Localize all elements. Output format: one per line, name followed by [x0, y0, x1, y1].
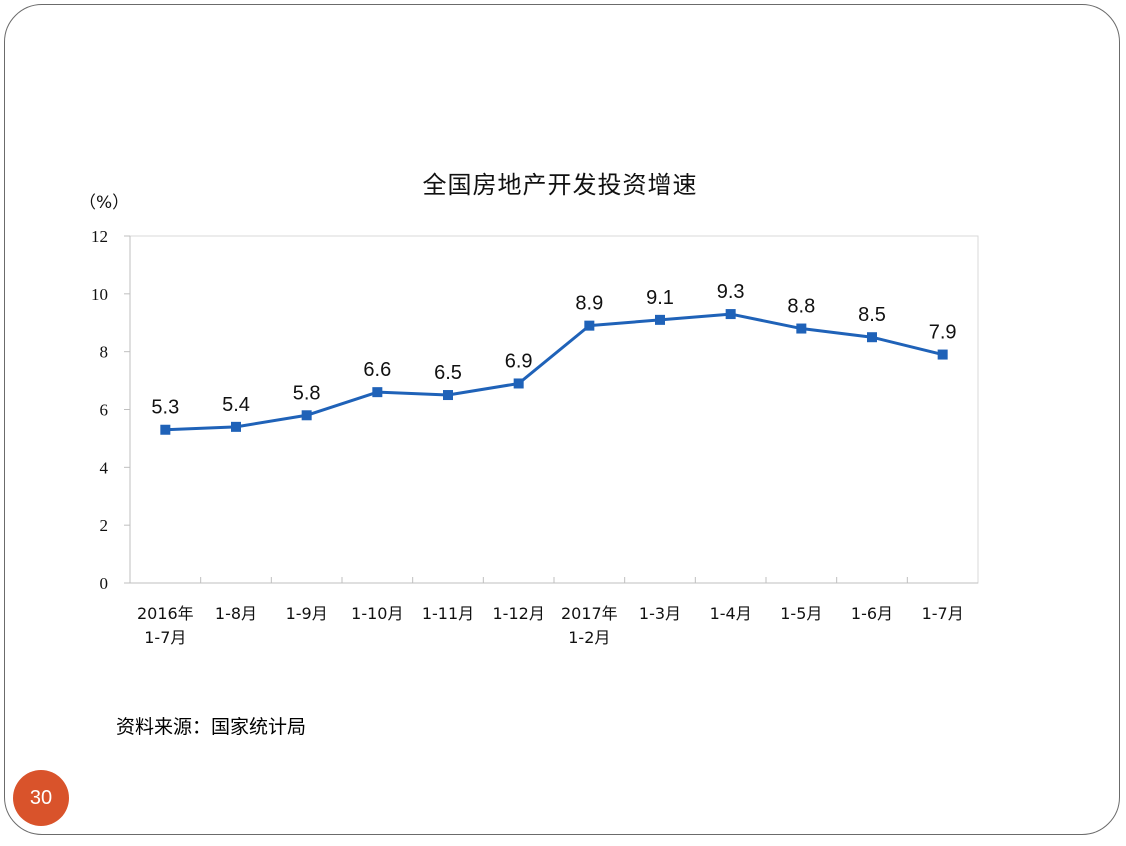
data-point — [231, 421, 241, 432]
y-axis-unit-label: （%） — [79, 193, 129, 213]
data-label: 6.6 — [363, 359, 391, 381]
data-point — [584, 320, 595, 331]
source-note: 资料来源：国家统计局 — [116, 716, 307, 738]
x-tick-label: 2017年 — [561, 604, 618, 623]
y-tick-label: 2 — [100, 516, 109, 535]
series-line — [165, 312, 944, 432]
data-label: 5.4 — [222, 394, 250, 416]
data-label: 8.5 — [858, 304, 886, 326]
data-label: 7.9 — [929, 322, 957, 344]
data-label: 9.3 — [717, 281, 745, 303]
data-label: 8.9 — [575, 293, 603, 315]
x-tick-label: 1-2月 — [568, 628, 610, 647]
y-tick-label: 10 — [91, 285, 108, 304]
data-label: 5.3 — [151, 397, 179, 419]
x-tick-label: 1-8月 — [215, 604, 257, 623]
x-tick-label: 1-12月 — [493, 604, 545, 623]
x-tick-label: 1-9月 — [286, 604, 328, 623]
data-point — [443, 390, 453, 401]
chart-title: 全国房地产开发投资增速 — [422, 171, 698, 199]
x-tick-label: 1-11月 — [422, 604, 474, 623]
data-point — [655, 314, 665, 325]
data-point — [301, 410, 312, 421]
x-tick-label: 1-3月 — [639, 604, 681, 623]
data-label: 6.9 — [505, 350, 533, 372]
data-point — [796, 323, 807, 334]
slide-frame — [4, 4, 1120, 835]
data-point — [867, 332, 877, 343]
x-tick-label: 1-6月 — [851, 604, 893, 623]
data-label: 5.8 — [293, 382, 321, 404]
y-tick-label: 8 — [100, 343, 109, 362]
x-tick-label: 1-5月 — [780, 604, 822, 623]
x-tick-label: 1-4月 — [710, 604, 752, 623]
x-tick-label: 1-7月 — [922, 604, 964, 623]
x-tick-label: 1-7月 — [144, 628, 186, 647]
data-point — [160, 424, 171, 435]
data-point — [513, 378, 524, 389]
data-point — [725, 309, 736, 320]
y-tick-label: 6 — [100, 401, 109, 420]
data-label: 6.5 — [434, 362, 462, 384]
data-label: 9.1 — [646, 287, 674, 309]
y-tick-label: 4 — [100, 458, 109, 477]
y-tick-label: 0 — [100, 574, 109, 593]
y-tick-label: 12 — [91, 227, 108, 246]
x-tick-label: 2016年 — [137, 604, 194, 623]
data-point — [372, 387, 383, 398]
plot-area — [129, 235, 979, 584]
page-number-badge: 30 — [13, 770, 69, 826]
data-point — [937, 349, 948, 360]
data-label: 8.8 — [787, 296, 815, 318]
x-tick-label: 1-10月 — [351, 604, 403, 623]
